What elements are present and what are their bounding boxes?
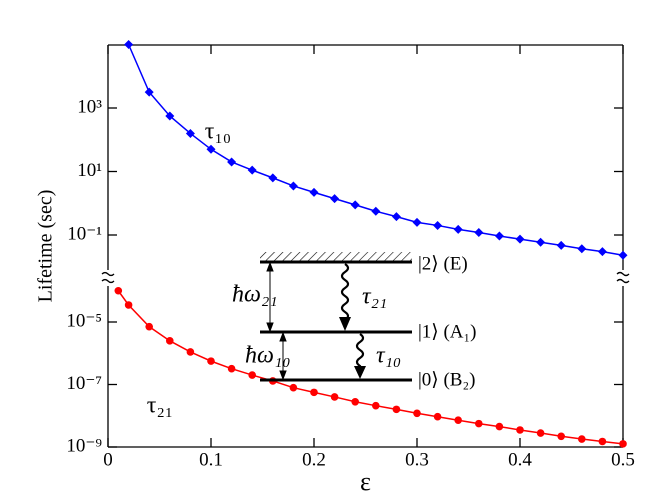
- point: [145, 322, 153, 331]
- point: [412, 217, 422, 227]
- point: [207, 357, 215, 365]
- series-label: τ₁₀: [205, 119, 231, 145]
- frame: [101, 44, 630, 448]
- point: [536, 429, 545, 437]
- level-label: |0⟩ (B₂): [418, 369, 475, 390]
- hatch-band: [260, 252, 412, 261]
- point: [371, 206, 381, 216]
- y-tick-label: 10⁻⁵: [66, 310, 102, 331]
- point: [516, 426, 524, 434]
- series-line: [127, 44, 624, 257]
- point: [577, 244, 587, 254]
- y-tick-label: 10⁻⁷: [66, 373, 102, 394]
- point: [619, 440, 627, 448]
- point: [227, 364, 236, 373]
- point: [227, 157, 237, 167]
- series-label: τ₂₁: [147, 393, 173, 419]
- x-tick-label: 0.2: [302, 449, 326, 470]
- point: [165, 111, 175, 121]
- point: [144, 87, 154, 97]
- x-tick-label: 0.3: [405, 449, 429, 470]
- point: [330, 393, 339, 401]
- point: [330, 194, 340, 204]
- point: [598, 437, 607, 446]
- y-tick-label: 10¹: [77, 160, 102, 181]
- x-tick-label: 0.5: [611, 449, 635, 470]
- point: [556, 240, 566, 250]
- point: [186, 348, 195, 356]
- point: [495, 422, 504, 431]
- decay-label: τ₂₁: [362, 284, 387, 310]
- y-axis-label: Lifetime (sec): [35, 190, 57, 303]
- x-axis-label: ε: [360, 467, 371, 496]
- point: [453, 224, 463, 234]
- energy-label: ħω₁₀: [245, 343, 291, 369]
- point: [372, 401, 380, 410]
- point: [597, 247, 607, 257]
- point: [124, 301, 133, 309]
- point: [494, 231, 504, 241]
- x-tick-label: 0.4: [508, 449, 532, 470]
- point: [166, 337, 174, 345]
- point: [247, 165, 257, 175]
- point: [288, 181, 298, 191]
- point: [124, 40, 134, 49]
- level-label: |1⟩ (A₁): [418, 321, 476, 342]
- point: [248, 371, 256, 379]
- point: [433, 220, 443, 230]
- level-label: |2⟩ (E): [418, 253, 468, 274]
- point: [474, 227, 484, 237]
- point: [454, 416, 463, 425]
- point: [557, 432, 565, 441]
- x-tick-label: 0.1: [199, 449, 223, 470]
- point: [114, 286, 123, 295]
- y-tick-label: 10⁻⁹: [66, 435, 102, 456]
- arrow-head: [339, 317, 351, 331]
- point: [310, 388, 318, 397]
- point: [185, 128, 195, 138]
- point: [289, 383, 298, 392]
- point: [578, 435, 586, 443]
- point: [413, 409, 421, 418]
- point: [206, 144, 216, 154]
- point: [536, 237, 546, 247]
- point: [515, 234, 525, 244]
- energy-arrows: [266, 261, 287, 381]
- decay-arrows: [340, 263, 365, 368]
- x-tick-label: 0: [103, 449, 113, 470]
- point: [433, 412, 442, 421]
- point: [391, 212, 401, 222]
- y-tick-label: 10³: [77, 96, 102, 117]
- energy-label: ħω₂₁: [232, 282, 278, 308]
- point: [392, 405, 401, 414]
- point: [350, 200, 360, 210]
- decay-label: τ₁₀: [376, 343, 401, 369]
- point: [309, 187, 319, 197]
- y-tick-label: 10⁻¹: [67, 223, 102, 244]
- point: [475, 419, 483, 428]
- point: [351, 397, 360, 406]
- series-line: [117, 290, 624, 445]
- point: [618, 250, 628, 260]
- point: [268, 173, 278, 183]
- level-diagram: ħω₂₁ ħω₁₀ τ₂₁ τ₁₀ |2⟩ (E) |1⟩ (A₁) |0⟩ (…: [232, 252, 476, 390]
- arrow-head: [354, 366, 366, 379]
